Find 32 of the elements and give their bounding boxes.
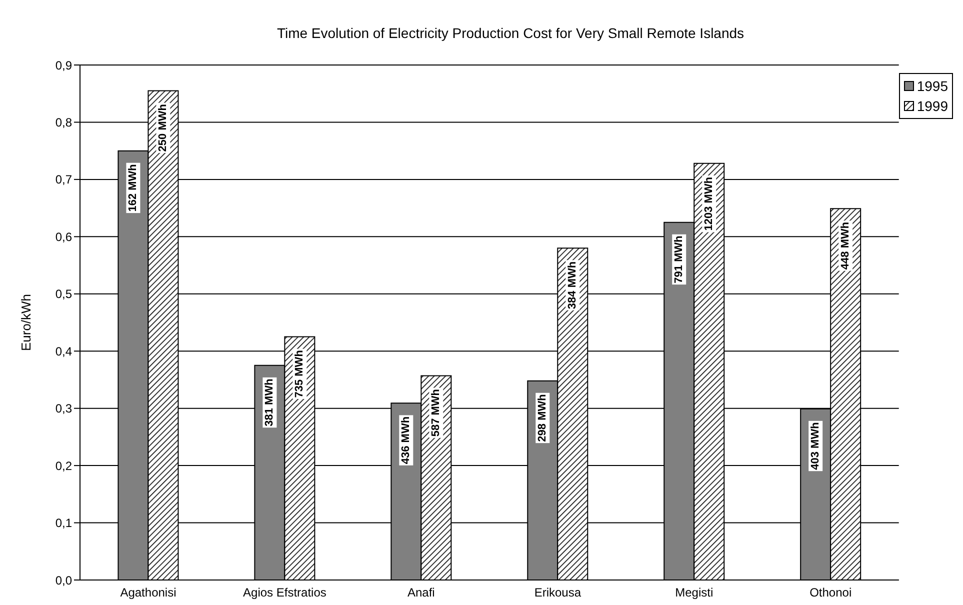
y-axis-title: Euro/kWh — [18, 294, 34, 352]
y-tick-label: 0,9 — [55, 58, 72, 72]
annotation: 403 MWh — [810, 422, 822, 470]
annotation: 162 MWh — [127, 164, 140, 212]
annotation: 587 MWh — [430, 388, 442, 437]
y-tick-label: 0,5 — [55, 287, 72, 302]
x-tick-label: Anafi — [408, 586, 435, 600]
x-tick-label: Agios Efstratios — [243, 586, 326, 600]
legend-label: 1995 — [916, 77, 948, 96]
y-tick-label: 0,4 — [55, 344, 72, 358]
x-tick-label: Othonoi — [810, 586, 852, 600]
annotation: 791 MWh — [673, 235, 686, 284]
y-tick-label: 0,0 — [55, 573, 72, 588]
annotation: 384 MWh — [566, 261, 579, 310]
x-tick-label: Agathonisi — [120, 586, 176, 600]
y-tick-label: 0,2 — [55, 458, 72, 473]
x-tick-label: Erikousa — [534, 586, 582, 600]
x-tick-label: Megisti — [675, 586, 714, 600]
annotation: 381 MWh — [264, 378, 276, 426]
y-tick-label: 0,6 — [55, 230, 72, 244]
annotation: 448 MWh — [840, 222, 852, 270]
y-tick-label: 0,3 — [55, 402, 72, 416]
y-tick-label: 0,7 — [55, 172, 72, 187]
y-tick-label: 0,8 — [55, 115, 72, 130]
annotation: 298 MWh — [536, 394, 549, 442]
annotation: 735 MWh — [294, 350, 306, 398]
annotation: 436 MWh — [400, 416, 412, 464]
legend-label: 1999 — [916, 97, 948, 116]
annotation: 1203 MWh — [703, 176, 716, 231]
y-tick-label: 0,1 — [55, 516, 72, 530]
annotation: 250 MWh — [157, 104, 170, 152]
chart-title: Time Evolution of Electricity Production Cost for Very Small Remote Islands — [276, 24, 746, 43]
